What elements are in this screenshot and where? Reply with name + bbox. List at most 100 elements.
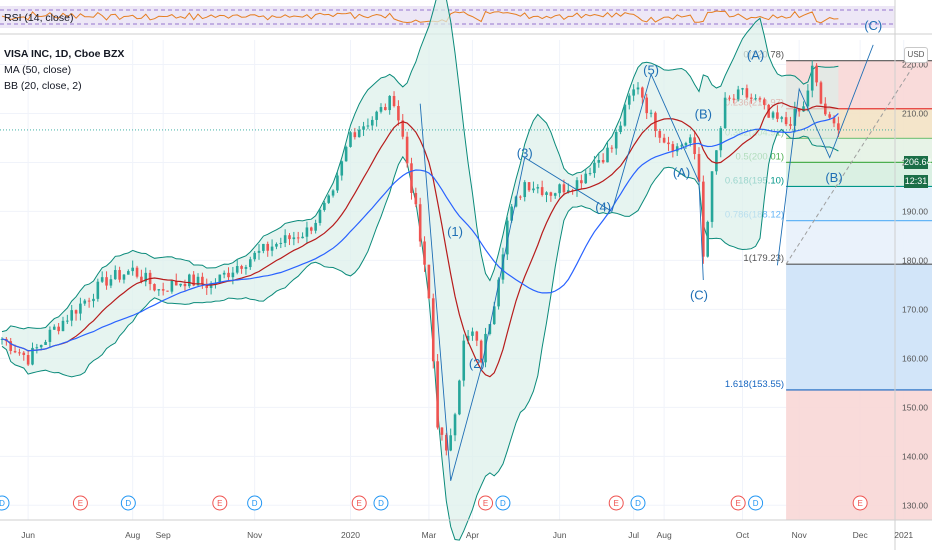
candle	[248, 256, 252, 270]
candle-body	[66, 320, 69, 322]
x-tick-label: Apr	[466, 530, 479, 540]
event-marker-circle	[0, 495, 10, 511]
candle-body	[684, 143, 688, 146]
candle	[776, 105, 779, 123]
currency-badge[interactable]: USD	[904, 47, 928, 63]
candle	[645, 93, 649, 120]
wave-label-1: (2)	[469, 356, 485, 371]
candle	[715, 150, 718, 175]
bb-upper-line	[1, 0, 839, 333]
candle	[636, 82, 640, 95]
bb-legend[interactable]: BB (20, close, 2)	[4, 80, 82, 92]
candle-body	[52, 326, 56, 330]
candle	[462, 334, 466, 387]
candle	[436, 354, 439, 430]
wave-label-5: (A)	[673, 165, 690, 180]
candle-body	[580, 180, 583, 184]
candle	[501, 247, 505, 284]
candle-body	[336, 175, 339, 191]
candle-body	[170, 280, 174, 292]
candle	[92, 293, 95, 308]
candle	[131, 260, 134, 276]
candle	[48, 326, 52, 348]
candle-body	[327, 195, 331, 203]
candle-body	[749, 97, 753, 99]
candle	[113, 265, 117, 280]
candle-body	[127, 271, 130, 275]
candle	[732, 94, 736, 104]
candle	[815, 63, 818, 87]
candle-body	[754, 98, 757, 100]
candle-body	[632, 89, 635, 96]
y-tick-label: 130.00	[902, 500, 928, 510]
candle-body	[270, 246, 274, 251]
candle-body	[824, 103, 827, 115]
candle	[540, 180, 544, 197]
candle	[35, 343, 39, 354]
fib-trend-line	[785, 60, 918, 265]
candle	[166, 290, 169, 292]
wave-label-8: (A)	[747, 48, 764, 63]
candle	[584, 168, 588, 184]
candle	[44, 339, 47, 345]
candle-body	[262, 243, 265, 251]
candle-body	[153, 284, 156, 291]
y-tick-label: 220.00	[902, 59, 928, 69]
candle	[118, 266, 121, 283]
candle	[323, 201, 326, 212]
candle-body	[723, 97, 727, 129]
event-marker-label: E	[614, 499, 619, 508]
candle	[336, 171, 339, 193]
candle-body	[610, 147, 614, 149]
candle-body	[458, 380, 461, 415]
candle	[174, 273, 178, 286]
candle-body	[318, 209, 322, 223]
candle	[397, 100, 400, 126]
candle-body	[810, 65, 814, 91]
candle-body	[231, 272, 235, 278]
candle-body	[296, 237, 300, 239]
candle	[144, 267, 148, 287]
event-marker-label: D	[252, 499, 258, 508]
candle-body	[257, 250, 261, 253]
candle-body	[488, 324, 492, 334]
candle	[771, 110, 775, 120]
candle-body	[362, 126, 365, 130]
candle	[410, 157, 413, 200]
candle	[240, 264, 243, 274]
candle	[702, 175, 705, 264]
candle	[745, 84, 749, 100]
candle-body	[832, 117, 836, 124]
candle	[279, 237, 283, 249]
candle	[179, 283, 182, 288]
candle	[623, 103, 627, 127]
candle	[52, 324, 56, 330]
candle-body	[405, 136, 409, 164]
candle-body	[35, 347, 39, 349]
candle-body	[466, 335, 470, 341]
candle-body	[292, 237, 296, 240]
candle	[253, 251, 256, 262]
candle	[588, 167, 592, 176]
ma-legend[interactable]: MA (50, close)	[4, 64, 72, 76]
candle-body	[445, 434, 448, 451]
candle	[288, 233, 291, 246]
candle-body	[87, 300, 91, 302]
candle	[22, 351, 26, 361]
candle-body	[758, 98, 762, 100]
candle-body	[471, 331, 474, 336]
candle-body	[532, 188, 535, 191]
event-marker-label: D	[125, 499, 131, 508]
candle	[610, 145, 614, 153]
candle-body	[44, 341, 47, 345]
candle-body	[545, 192, 548, 195]
candle	[70, 304, 73, 327]
symbol-legend[interactable]: VISA INC, 1D, Cboe BZX	[4, 48, 125, 60]
candle-body	[645, 97, 649, 114]
candle-body	[131, 267, 134, 272]
candle-body	[715, 150, 718, 172]
event-marker-earnings: E	[852, 495, 868, 511]
candle-body	[410, 163, 413, 193]
candle-body	[449, 435, 452, 451]
